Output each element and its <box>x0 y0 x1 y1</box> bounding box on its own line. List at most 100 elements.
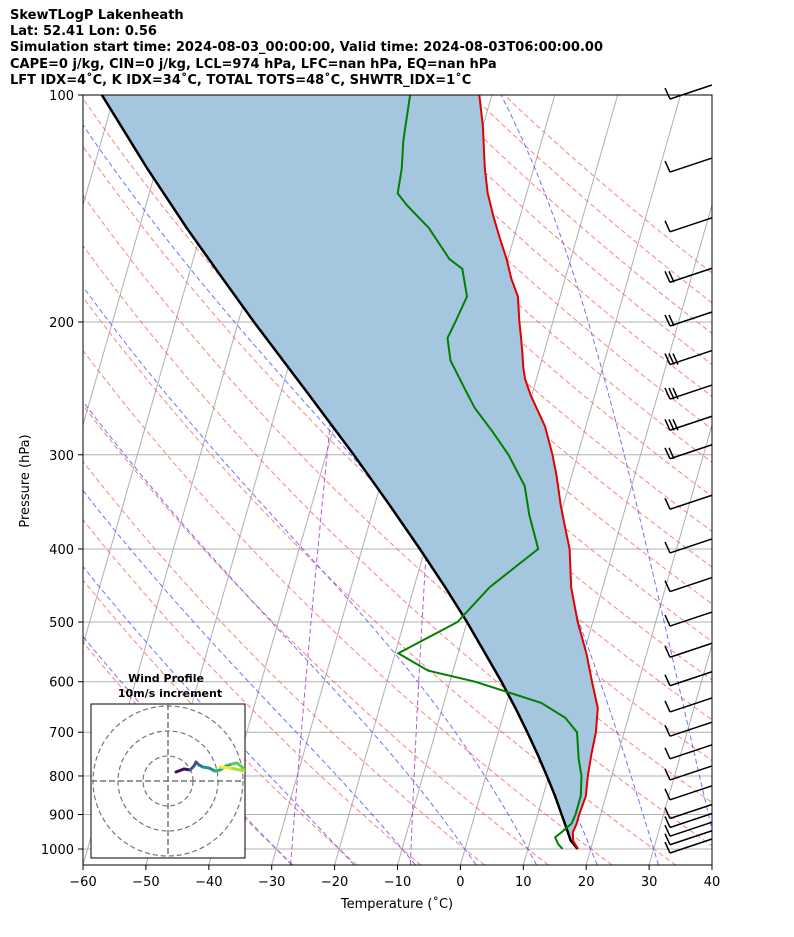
title-indices: LFT IDX=4˚C, K IDX=34˚C, TOTAL TOTS=48˚C… <box>10 73 472 88</box>
title-stability: CAPE=0 j/kg, CIN=0 j/kg, LCL=974 hPa, LF… <box>10 57 497 72</box>
axis-layer: −60 −50 −40 −30 −20 −10 0 10 20 30 40 1000 900 800 700… <box>41 89 720 890</box>
wind-barb-feather <box>668 387 675 400</box>
wind-barb-feather <box>664 160 671 173</box>
wind-barb-feather <box>664 724 671 737</box>
y-tick-label: 400 <box>49 543 74 558</box>
wind-barb-shaft <box>669 821 713 837</box>
dry-adiabat <box>83 460 485 865</box>
series-dewpoint <box>396 95 583 850</box>
x-tick-label: 40 <box>704 875 721 890</box>
hodograph-title: Wind Profile <box>128 672 204 685</box>
hodograph-trace <box>218 765 232 770</box>
wind-barb <box>664 821 713 837</box>
wind-barb-shaft <box>669 803 713 820</box>
isotherm-line <box>711 863 712 865</box>
wind-barb-feather <box>664 418 671 431</box>
isotherm-line <box>459 95 682 865</box>
wind-barb-feather <box>664 816 671 828</box>
y-tick-label: 200 <box>49 316 74 331</box>
dry-adiabat <box>83 349 613 865</box>
wind-barb-feather <box>664 497 671 510</box>
hodograph-content <box>91 704 245 858</box>
wind-barb <box>664 642 713 658</box>
wind-barb-shaft <box>669 765 713 781</box>
y-tick-label: 300 <box>49 449 74 464</box>
wind-barb-feather <box>664 768 671 781</box>
wind-barb-feather <box>664 614 671 627</box>
x-tick-label: 0 <box>456 875 464 890</box>
isotherm-line <box>83 95 178 427</box>
wind-barbs <box>664 84 713 854</box>
wind-barb-shaft <box>669 538 713 554</box>
wind-barb <box>664 803 713 820</box>
wind-barb-feather <box>664 447 671 460</box>
wind-barb-feather <box>668 353 675 365</box>
wind-barb-feather <box>664 674 671 687</box>
wind-barb-shaft <box>669 697 713 713</box>
wind-barb <box>664 744 713 760</box>
dry-adiabat <box>83 579 358 865</box>
x-tick-label: 20 <box>578 875 595 890</box>
wind-barb-feather <box>664 833 671 846</box>
wind-barb <box>664 838 713 854</box>
isotherm-line <box>648 643 712 865</box>
x-tick-label: −30 <box>258 875 285 890</box>
y-axis-label: Pressure (hPa) <box>18 434 33 527</box>
x-tick-label: −20 <box>321 875 348 890</box>
wind-barb-feather <box>668 270 675 283</box>
moist-adiabat <box>83 489 416 865</box>
wind-barb <box>664 494 713 510</box>
hodograph-inset: Wind Profile 10m/s increment <box>90 672 246 859</box>
wind-barb-feather <box>664 807 671 819</box>
wind-barb-shaft <box>669 642 713 658</box>
title-latlon: Lat: 52.41 Lon: 0.56 <box>10 24 157 39</box>
wind-barb-shaft <box>669 744 713 760</box>
wind-barb-shaft <box>669 494 713 510</box>
wind-barb-feather <box>664 580 671 592</box>
wind-barb-feather <box>672 387 679 400</box>
moist-adiabat <box>83 400 477 865</box>
title-time: Simulation start time: 2024-08-03_00:00:… <box>10 40 603 55</box>
wind-barb-feather <box>664 747 671 760</box>
series-temperature <box>478 95 599 850</box>
dry-adiabat <box>83 244 712 847</box>
hodograph-subtitle: 10m/s increment <box>118 687 222 700</box>
wind-barb <box>664 538 713 554</box>
wind-barb-feather <box>668 418 675 431</box>
x-tick-label: 30 <box>641 875 658 890</box>
wind-barb-feather <box>664 841 671 854</box>
wind-barb-feather <box>664 645 671 658</box>
wind-barb <box>664 84 713 100</box>
wind-barb-shaft <box>669 444 713 460</box>
wind-barb-shaft <box>669 217 713 233</box>
wind-barb-feather <box>668 447 675 460</box>
x-tick-label: −10 <box>384 875 411 890</box>
y-tick-label: 800 <box>49 770 74 785</box>
y-tick-label: 700 <box>49 726 74 741</box>
data-layer <box>100 95 599 850</box>
series-parcel-profile <box>100 95 579 850</box>
dry-adiabat <box>83 296 677 865</box>
wind-barb-shaft <box>669 311 713 327</box>
x-tick-label: −50 <box>132 875 159 890</box>
wind-barb-shaft <box>669 830 713 846</box>
wind-barb-feather <box>664 87 671 100</box>
wind-barb-feather <box>664 824 671 837</box>
wind-barb-shaft <box>669 611 713 627</box>
x-axis-label: Temperature (˚C) <box>340 896 453 912</box>
y-tick-label: 500 <box>49 616 74 631</box>
wind-barb-feather <box>664 387 671 400</box>
x-tick-label: 10 <box>515 875 532 890</box>
wind-barb <box>664 611 713 627</box>
y-tick-label: 1000 <box>41 843 74 858</box>
wind-barb <box>664 765 713 781</box>
wind-barb-feather <box>664 353 671 365</box>
wind-barb <box>664 576 713 593</box>
hodograph-trace <box>240 765 245 773</box>
dry-adiabat <box>83 519 422 865</box>
wind-barb-shaft <box>669 576 713 593</box>
wind-barb-feather <box>664 270 671 283</box>
wind-barb-shaft <box>669 812 713 829</box>
wind-barb <box>664 830 713 846</box>
